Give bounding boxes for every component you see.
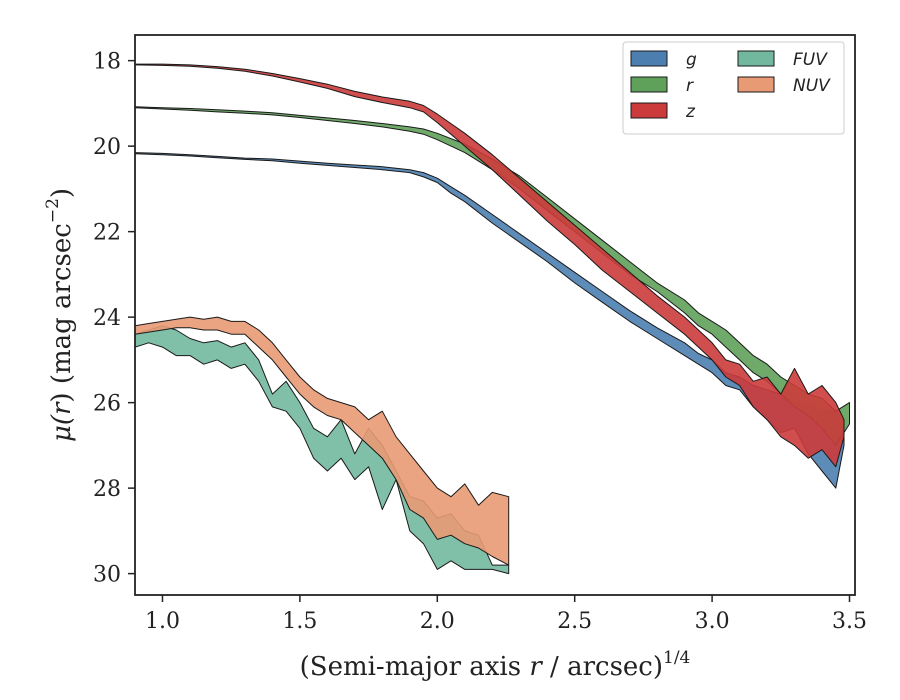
x-tick-label: 3.5 xyxy=(832,609,867,634)
y-tick-label: 26 xyxy=(93,392,121,417)
legend-swatch-z xyxy=(630,102,668,119)
series-band-z xyxy=(135,63,845,468)
y-tick-label: 30 xyxy=(93,563,121,588)
y-tick-label: 18 xyxy=(93,50,121,75)
series-band-g xyxy=(135,152,845,489)
legend-swatch-g xyxy=(630,50,668,67)
x-tick-label: 1.5 xyxy=(282,609,317,634)
plot-frame xyxy=(134,34,856,596)
x-tick-label: 2.0 xyxy=(420,609,455,634)
legend-box xyxy=(622,41,845,135)
plot-area xyxy=(135,63,850,575)
series-band-r xyxy=(135,106,850,446)
x-tick-label: 2.5 xyxy=(557,609,592,634)
series-band-nuv xyxy=(135,316,510,566)
y-tick-label: 24 xyxy=(93,306,121,331)
legend-label-fuv: FUV xyxy=(793,50,828,70)
y-tick-label: 20 xyxy=(93,135,121,160)
legend-swatch-r xyxy=(630,76,668,93)
x-axis-label: (Semi-major axis r / arcsec)1/4 xyxy=(300,648,691,682)
x-tick-label: 1.0 xyxy=(145,609,180,634)
y-axis-label: μ(r) (mag arcsec−2) xyxy=(43,188,77,442)
legend-label-nuv: NUV xyxy=(793,76,831,96)
legend-label-g: g xyxy=(686,50,697,70)
y-axis: 18 20 22 24 26 28 30 xyxy=(93,50,135,588)
legend-label-r: r xyxy=(686,76,694,96)
legend-swatch-nuv xyxy=(737,76,775,93)
x-axis: 1.0 1.5 2.0 2.5 3.0 3.5 xyxy=(145,595,867,634)
x-tick-label: 3.0 xyxy=(695,609,730,634)
legend-label-z: z xyxy=(685,102,696,122)
legend: grz FUV NUV xyxy=(622,41,845,135)
y-tick-label: 28 xyxy=(93,477,121,502)
y-tick-label: 22 xyxy=(93,221,121,246)
legend-swatch-fuv xyxy=(737,50,775,67)
